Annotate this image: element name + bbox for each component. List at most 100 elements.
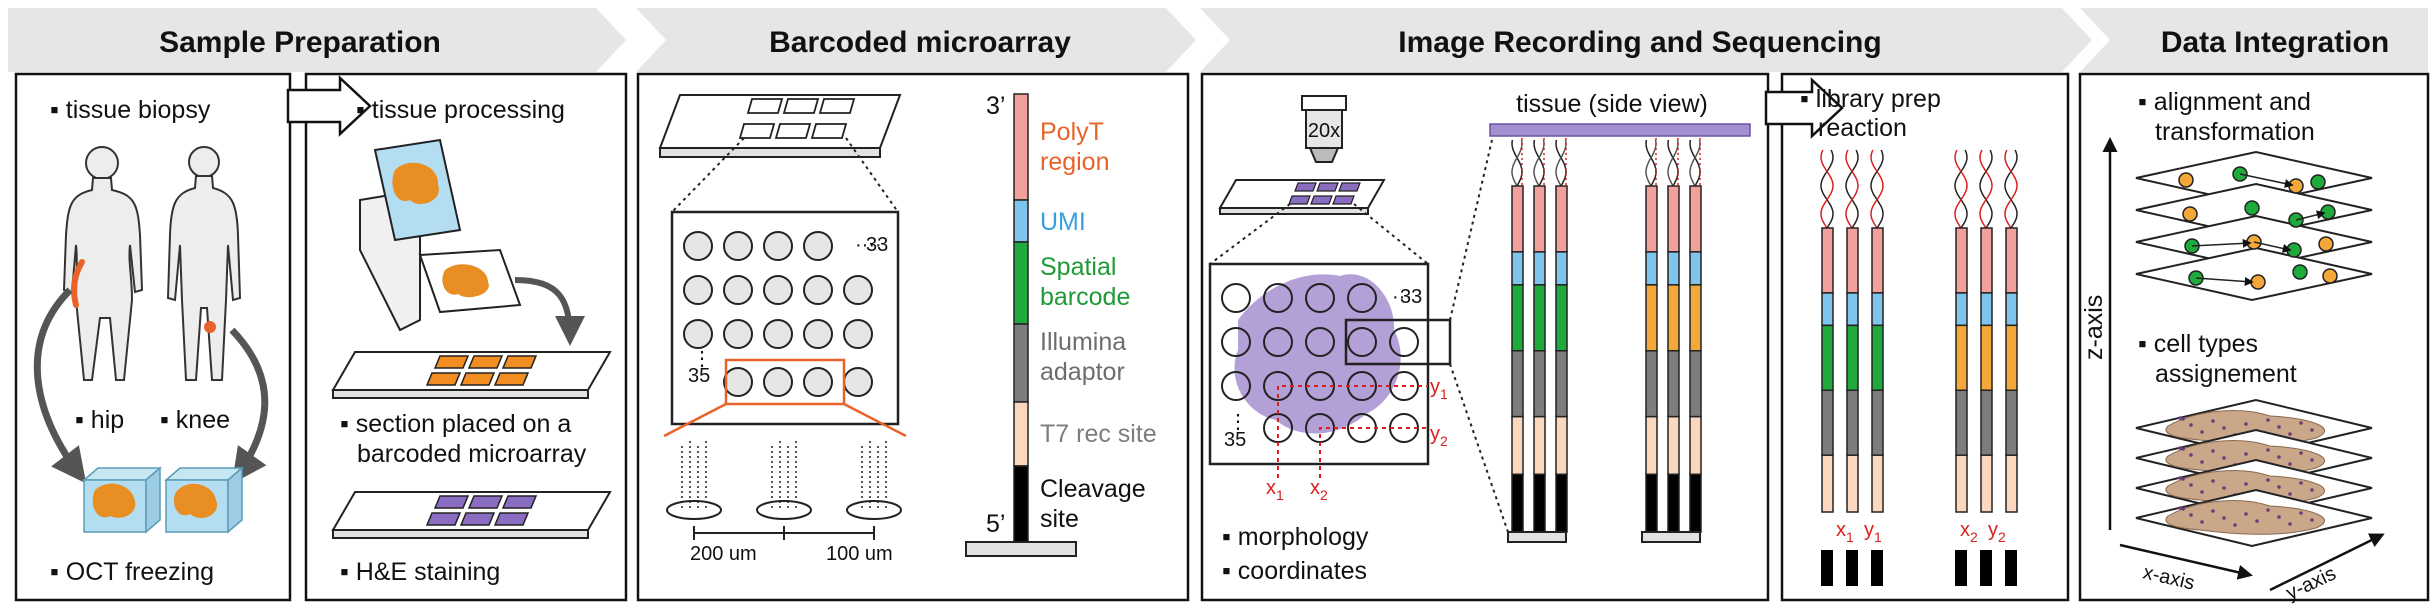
header-chevron-integration — [2080, 8, 2428, 72]
lib-probe-spatial — [2005, 324, 2018, 392]
spot — [843, 367, 873, 397]
histology-nucleus — [2189, 513, 2193, 517]
histology-nucleus — [2181, 507, 2185, 511]
slide-with-sections — [331, 351, 612, 399]
spot — [843, 275, 873, 305]
label-alignment-2: transformation — [2155, 118, 2315, 146]
lib-probe-t7 — [1871, 454, 1884, 513]
align-arrow — [2191, 238, 2252, 248]
spot-ellipsis-33: ···· — [855, 234, 882, 256]
lib-probe-spatial — [1846, 324, 1859, 392]
side-probe-illumina — [1511, 350, 1524, 418]
spot — [803, 319, 833, 349]
label-section-line1: ▪ section placed on a — [340, 410, 571, 438]
data-integration-content: ▪ alignment and transformation z-axis ▪ … — [2080, 88, 2385, 605]
side-probe-illumina — [1645, 350, 1658, 418]
align-arrow — [2239, 173, 2294, 188]
histology-nucleus — [2277, 425, 2281, 429]
label-5prime: 5’ — [986, 510, 1005, 538]
histology-nucleus — [2310, 518, 2314, 522]
lib-probe-spatial — [1955, 324, 1968, 392]
histology-nucleus — [2222, 456, 2226, 460]
label-cell-types-1: ▪ cell types — [2138, 330, 2258, 358]
label-umi: UMI — [1040, 208, 1086, 236]
cell-point — [2288, 178, 2304, 194]
histology-nucleus — [2288, 462, 2292, 466]
histology-nucleus — [2299, 481, 2303, 485]
side-probe-umi — [1511, 251, 1524, 286]
dna-strand — [1820, 149, 1834, 229]
header-sample-preparation: Sample Preparation — [159, 26, 441, 59]
segment-spatial-barcode — [1013, 241, 1029, 325]
side-probe-umi — [1555, 251, 1568, 286]
hip-marker — [71, 259, 85, 308]
histology-tissue — [2165, 410, 2325, 445]
lib-cleaved-blocks — [1821, 550, 2017, 586]
histology-nucleus — [2244, 452, 2248, 456]
imaging-spot — [1347, 283, 1377, 313]
body-silhouette-female — [62, 146, 144, 381]
label-morphology: ▪ morphology — [1222, 523, 1369, 551]
header-chevron-microarray — [636, 8, 1196, 72]
histology-nucleus — [2299, 451, 2303, 455]
dna-strand — [1645, 139, 1657, 187]
dna-strand — [1954, 149, 1968, 229]
lib-probe-illumina — [1980, 389, 1993, 456]
label-library-1: ▪ library prep — [1800, 85, 1941, 113]
side-probe-illumina — [1533, 350, 1546, 418]
spot-label-35: 35 — [688, 365, 710, 387]
slide-stained — [331, 491, 612, 539]
histology-nucleus — [2288, 522, 2292, 526]
label-tissue-processing: ▪ tissue processing — [356, 96, 565, 124]
histology-nucleus — [2266, 448, 2270, 452]
lib-probe-umi — [1846, 292, 1859, 327]
dna-strand — [1511, 139, 1523, 187]
cell-point — [2320, 204, 2336, 220]
side-probe-spatial — [1645, 284, 1658, 352]
lib-probe-spatial — [1871, 324, 1884, 392]
histology-nucleus — [2266, 418, 2270, 422]
label-cell-types-2: assignement — [2155, 360, 2297, 388]
lib-x2: x2 — [1960, 519, 1978, 545]
histology-nucleus — [2211, 479, 2215, 483]
histology-nucleus — [2211, 449, 2215, 453]
histology-nucleus — [2178, 476, 2182, 480]
side-probe-t7 — [1533, 415, 1546, 476]
side-probe-cleavage — [1689, 473, 1702, 533]
library-prep-content: ▪ library prep reaction x1 y1 x2 y2 — [1800, 85, 2018, 586]
histology-nucleus — [2181, 477, 2185, 481]
imaging-spot — [1263, 283, 1293, 313]
coordinate-guides — [1277, 385, 1428, 478]
histology-nucleus — [2200, 460, 2204, 464]
label-polyt-1: PolyT — [1040, 118, 1104, 146]
library-probes — [1820, 149, 2018, 513]
side-probe-spatial — [1667, 284, 1680, 352]
align-arrow — [2195, 276, 2254, 286]
lib-probe-illumina — [2005, 389, 2018, 456]
dna-strand — [1667, 139, 1679, 187]
side-view-probes — [1511, 138, 1702, 533]
histology-nucleus — [2310, 458, 2314, 462]
histology-nucleus — [2244, 482, 2248, 486]
imaging-spot — [1221, 371, 1251, 401]
lib-probe-umi — [1821, 292, 1834, 327]
dna-strand — [1689, 139, 1701, 187]
dna-strand — [1820, 149, 1834, 229]
label-hip: ▪ hip — [75, 406, 124, 434]
label-alignment-1: ▪ alignment and — [2138, 88, 2311, 116]
knee-marker — [204, 321, 216, 333]
lib-probe-spatial — [1980, 324, 1993, 392]
dna-strand — [2004, 149, 2018, 229]
header-data-integration: Data Integration — [2161, 26, 2389, 59]
histology-nucleus — [2288, 432, 2292, 436]
histology-nucleus — [2200, 430, 2204, 434]
cell-point — [2178, 172, 2194, 188]
label-polyt-2: region — [1040, 148, 1110, 176]
barcoded-spots — [683, 231, 873, 397]
dna-strand — [1870, 149, 1884, 229]
tissue-section-bar — [1489, 123, 1751, 137]
dna-strand — [1845, 149, 1859, 229]
segment-cleavage — [1013, 465, 1029, 543]
side-probe-polyt — [1511, 185, 1524, 253]
side-probe-illumina — [1689, 350, 1702, 418]
